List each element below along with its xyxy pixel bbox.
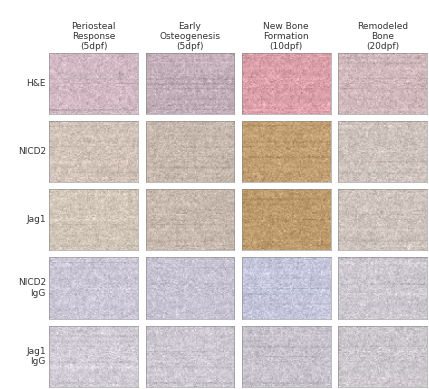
Text: Jag1
IgG: Jag1 IgG <box>26 347 46 366</box>
Text: Remodeled
Bone
(20dpf): Remodeled Bone (20dpf) <box>357 22 408 51</box>
Text: NICD2: NICD2 <box>18 147 46 156</box>
Text: Jag1: Jag1 <box>26 215 46 224</box>
Text: H&E: H&E <box>27 79 46 88</box>
Text: Early
Osteogenesis
(5dpf): Early Osteogenesis (5dpf) <box>160 22 221 51</box>
Text: NICD2
IgG: NICD2 IgG <box>18 279 46 298</box>
Text: Periosteal
Response
(5dpf): Periosteal Response (5dpf) <box>71 22 116 51</box>
Text: New Bone
Formation
(10dpf): New Bone Formation (10dpf) <box>263 22 309 51</box>
